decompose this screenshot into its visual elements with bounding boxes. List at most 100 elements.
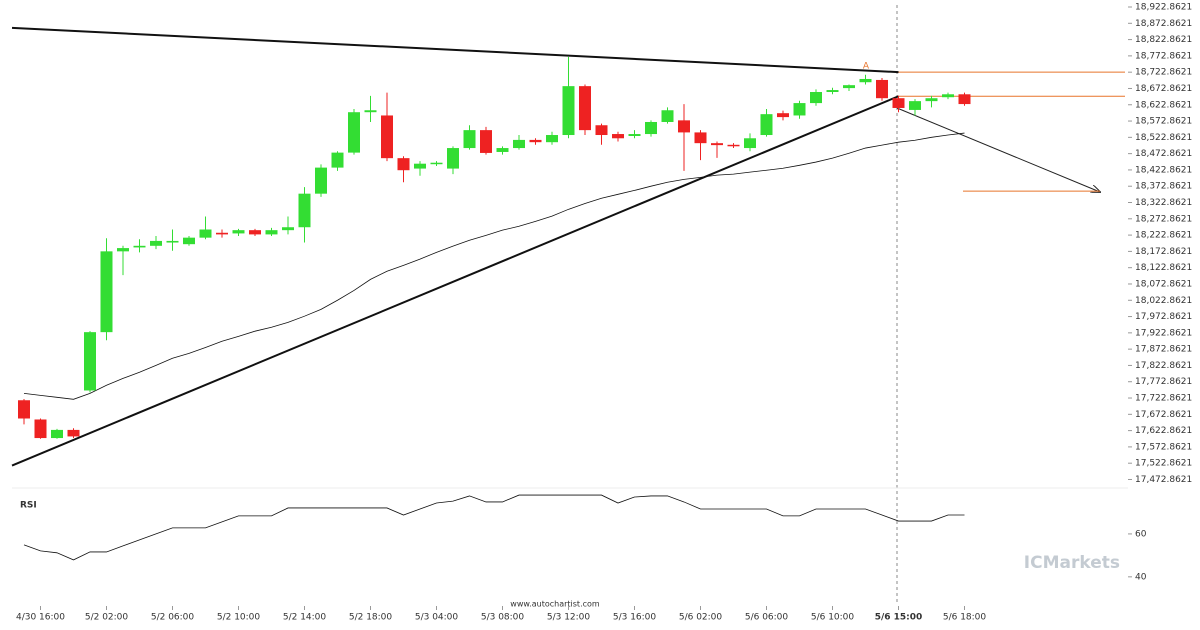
candle-body xyxy=(150,240,162,246)
candle-body xyxy=(876,79,888,99)
forecast-arrow xyxy=(896,107,1100,192)
y2-tick-label: 40 xyxy=(1135,572,1147,582)
candle-body xyxy=(67,429,80,437)
rsi-label: RSI xyxy=(20,501,37,511)
candle-body xyxy=(892,98,905,108)
candle-body xyxy=(942,94,954,98)
candle-body xyxy=(216,232,228,235)
candle-body xyxy=(529,139,542,143)
y-tick-label: 18,622.8621 xyxy=(1135,100,1192,110)
y-tick-label: 18,672.8621 xyxy=(1135,84,1192,94)
x-tick-label: 5/6 18:00 xyxy=(943,613,987,623)
rsi-line xyxy=(23,494,965,561)
candle-body xyxy=(282,227,294,231)
y-tick-label: 18,772.8621 xyxy=(1135,51,1192,61)
candle-body xyxy=(34,419,47,439)
candle-body xyxy=(133,245,146,248)
y-tick-label: 17,722.8621 xyxy=(1135,394,1192,404)
candle-body xyxy=(628,134,641,136)
y-tick-label: 18,472.8621 xyxy=(1135,149,1192,159)
candle-body xyxy=(51,429,63,439)
y-tick-label: 17,622.8621 xyxy=(1135,426,1192,436)
candle-body xyxy=(810,92,822,104)
candle-body xyxy=(546,135,558,143)
x-tick-label: 5/3 04:00 xyxy=(415,613,459,623)
candle-body xyxy=(331,152,344,168)
x-tick-label: 5/6 10:00 xyxy=(811,613,855,623)
x-tick-label: 5/6 06:00 xyxy=(745,613,789,623)
y-tick-label: 18,372.8621 xyxy=(1135,182,1192,192)
candle-body xyxy=(678,120,690,133)
y-tick-label: 17,922.8621 xyxy=(1135,328,1192,338)
candle-body xyxy=(612,134,624,139)
candle-body xyxy=(397,158,410,171)
candle-body xyxy=(793,103,806,116)
x-tick-label: 5/6 15:00 xyxy=(875,613,923,623)
candle-body xyxy=(727,144,740,147)
x-tick-label: 4/30 16:00 xyxy=(16,613,65,623)
candle-body xyxy=(84,332,96,391)
candle-body xyxy=(777,113,789,118)
candle-body xyxy=(430,162,443,165)
candle-body xyxy=(381,115,393,159)
candle-body xyxy=(562,86,575,136)
candle-body xyxy=(183,237,195,245)
y-tick-label: 18,522.8621 xyxy=(1135,133,1192,143)
x-tick-label: 5/6 02:00 xyxy=(679,613,723,623)
candle-body xyxy=(348,112,360,153)
candle-body xyxy=(298,193,311,228)
candle-body xyxy=(166,240,179,243)
candle-body xyxy=(711,143,723,146)
candle-body xyxy=(694,132,707,144)
candle-body xyxy=(958,94,971,105)
y-tick-label: 17,572.8621 xyxy=(1135,442,1192,452)
candle-body xyxy=(826,90,839,93)
x-tick-label: 5/2 06:00 xyxy=(151,613,195,623)
candle-body xyxy=(18,400,30,419)
candle-body xyxy=(364,110,377,113)
candle-body xyxy=(843,85,855,89)
candle-body xyxy=(645,121,657,135)
y-tick-label: 18,272.8621 xyxy=(1135,214,1192,224)
y-tick-label: 17,872.8621 xyxy=(1135,345,1192,355)
y-tick-label: 18,022.8621 xyxy=(1135,296,1192,306)
candle-body xyxy=(925,98,938,102)
candle-body xyxy=(117,248,129,252)
candle-body xyxy=(661,110,674,122)
y-tick-label: 18,922.8621 xyxy=(1135,3,1192,13)
y-tick-label: 17,522.8621 xyxy=(1135,459,1192,469)
y-tick-label: 18,872.8621 xyxy=(1135,19,1192,29)
y-tick-label: 18,072.8621 xyxy=(1135,279,1192,289)
y-tick-label: 18,222.8621 xyxy=(1135,231,1192,241)
candle-body xyxy=(463,130,476,149)
moving-average xyxy=(23,132,965,400)
y-tick-label: 18,572.8621 xyxy=(1135,117,1192,127)
pattern-label: A xyxy=(863,62,870,72)
y2-tick-label: 60 xyxy=(1135,529,1147,539)
candle-body xyxy=(859,78,872,83)
x-tick-label: 5/2 14:00 xyxy=(283,613,327,623)
x-tick-label: 5/2 10:00 xyxy=(217,613,261,623)
candle-body xyxy=(744,138,756,149)
candle-body xyxy=(760,114,773,136)
y-tick-label: 17,822.8621 xyxy=(1135,361,1192,371)
trend-line xyxy=(11,26,899,74)
y-tick-label: 18,122.8621 xyxy=(1135,263,1192,273)
y-tick-label: 18,172.8621 xyxy=(1135,247,1192,257)
candle-body xyxy=(496,148,509,152)
y-tick-label: 18,722.8621 xyxy=(1135,68,1192,78)
x-tick-label: 5/2 18:00 xyxy=(349,613,393,623)
x-tick-label: 5/2 02:00 xyxy=(85,613,129,623)
candle-body xyxy=(414,163,426,169)
trend-line xyxy=(11,95,899,467)
y-tick-label: 17,472.8621 xyxy=(1135,475,1192,485)
y-tick-label: 18,322.8621 xyxy=(1135,198,1192,208)
x-tick-label: 5/3 12:00 xyxy=(547,613,591,623)
watermark: ICMarkets xyxy=(1024,553,1120,573)
y-tick-label: 17,972.8621 xyxy=(1135,312,1192,322)
candle-body xyxy=(315,167,327,194)
candle-body xyxy=(909,101,921,110)
candle-body xyxy=(480,130,492,153)
